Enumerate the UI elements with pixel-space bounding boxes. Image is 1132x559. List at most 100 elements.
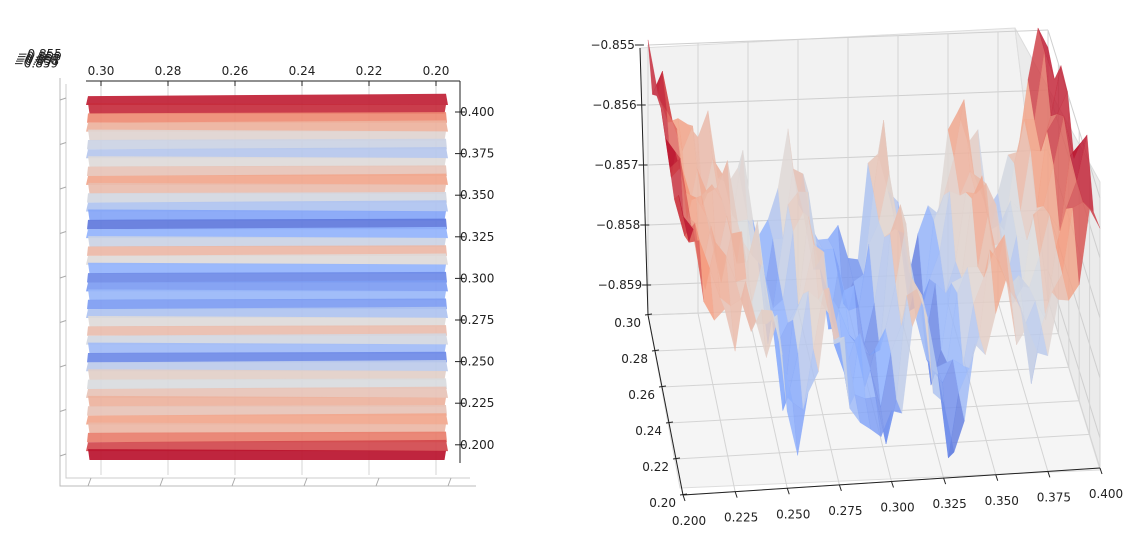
y-tick-mark — [672, 457, 681, 460]
z-tick-label: −0.859 — [14, 57, 58, 71]
surface-row-strip — [87, 325, 447, 336]
y-tick-label: 0.275 — [460, 313, 494, 327]
depth-tick-mark — [59, 275, 67, 279]
surface-row-strip — [88, 342, 446, 354]
surface-row-strip — [88, 236, 446, 248]
depth-tick-mark — [59, 142, 67, 145]
surface-row-strip — [88, 395, 446, 407]
depth-tick-mark — [303, 477, 308, 487]
x-tick-label: 0.325 — [932, 497, 966, 511]
surface-row-strip — [88, 182, 446, 194]
top-view-surface — [86, 93, 448, 461]
y-tick-label: 0.375 — [460, 147, 494, 161]
surface-row-strip — [87, 191, 447, 203]
surface-row-strip — [86, 147, 448, 159]
surface-row-strip — [86, 253, 448, 265]
top-view-pane-edge — [59, 78, 476, 487]
depth-tick-mark — [231, 477, 236, 487]
z-tick-label: −0.857 — [16, 52, 60, 66]
x-tick-mark — [1099, 467, 1103, 475]
top-view-depth-tick-marks — [59, 97, 452, 487]
surface-row-strip — [87, 138, 447, 150]
depth-tick-mark — [59, 320, 67, 323]
depth-tick-mark — [59, 186, 67, 190]
surface-row-strip — [86, 173, 448, 185]
surface-row-strip — [86, 226, 448, 239]
depth-tick-mark — [59, 409, 67, 412]
x-tick-label: 0.350 — [985, 494, 1019, 508]
y-tick-mark — [665, 421, 674, 424]
y-tick-label: 0.225 — [460, 396, 494, 410]
z-tick-label: −0.856 — [17, 49, 61, 63]
y-tick-label: 0.28 — [621, 352, 648, 366]
z-tick-label: −0.858 — [15, 54, 59, 68]
x-tick-label: 0.275 — [828, 504, 862, 518]
perspective-y-axis-line — [647, 314, 684, 496]
x-tick-label: 0.20 — [423, 64, 450, 78]
x-tick-mark — [838, 484, 842, 492]
x-tick-label: 0.26 — [222, 64, 249, 78]
y-tick-label: 0.400 — [460, 105, 494, 119]
surface-row-strip — [86, 439, 448, 452]
depth-tick-mark — [59, 364, 67, 368]
grid-line — [675, 433, 1090, 460]
surface-row-strip — [88, 209, 446, 221]
depth-tick-mark — [447, 477, 452, 487]
surface-row-strip — [88, 289, 446, 301]
surface-row-strip — [86, 120, 448, 132]
perspective-panel: −0.855−0.856−0.857−0.858−0.859 0.300.280… — [590, 27, 1123, 528]
x-tick-label: 0.28 — [155, 64, 182, 78]
surface-row-strip — [86, 93, 448, 106]
surface-row-strip — [87, 218, 447, 230]
y-tick-label: 0.24 — [635, 424, 662, 438]
surface-row-strip — [87, 351, 447, 363]
perspective-z-axis-line — [639, 47, 649, 316]
x-tick-label: 0.200 — [672, 514, 706, 528]
surface-row-strip — [88, 449, 446, 461]
depth-tick-mark — [87, 477, 92, 487]
top-view-y-ticks: 0.400 0.375 0.350 0.325 0.300 0.275 0.250 0.225… — [455, 105, 494, 452]
y-tick-mark — [651, 349, 660, 352]
z-tick-label: −0.858 — [596, 218, 640, 232]
surface-facet — [1082, 201, 1101, 229]
x-tick-mark — [734, 491, 738, 498]
x-tick-label: 0.250 — [776, 507, 810, 521]
grid-line — [997, 301, 1049, 472]
y-tick-label: 0.300 — [460, 271, 494, 285]
surface-row-strip — [87, 165, 447, 177]
x-tick-label: 0.24 — [289, 64, 316, 78]
y-tick-label: 0.30 — [614, 316, 641, 330]
x-tick-mark — [943, 477, 947, 485]
top-view-x-ticks: 0.30 0.28 0.26 0.24 0.22 0.20 — [88, 64, 450, 86]
x-tick-label: 0.400 — [1089, 487, 1123, 501]
grid-line — [1047, 29, 1101, 199]
surface-row-strip — [86, 280, 448, 292]
top-view-z-ticks: −0.855−0.856−0.857−0.858−0.859 — [14, 47, 62, 71]
depth-tick-mark — [59, 97, 67, 101]
perspective-z-ticks: −0.855 −0.856 −0.857 −0.858 −0.859 — [590, 38, 652, 292]
depth-tick-mark — [59, 231, 67, 234]
perspective-surface — [647, 27, 1101, 459]
y-tick-label: 0.22 — [642, 460, 669, 474]
x-tick-mark — [786, 488, 790, 495]
surface-row-strip — [87, 378, 447, 390]
surface-row-strip — [87, 112, 447, 123]
surface-row-strip — [88, 369, 446, 381]
surface-row-strip — [88, 315, 446, 327]
surface-row-strip — [86, 200, 448, 212]
z-tick-label: −0.859 — [598, 278, 642, 292]
x-tick-label: 0.30 — [88, 64, 115, 78]
depth-tick-mark — [375, 477, 380, 487]
grid-line — [1047, 299, 1101, 469]
y-tick-mark — [644, 313, 653, 316]
depth-tick-mark — [59, 453, 67, 457]
top-view-pane-edge-inner — [65, 84, 470, 479]
surface-row-strip — [86, 333, 448, 345]
surface-row-strip — [87, 431, 447, 443]
y-tick-label: 0.26 — [628, 388, 655, 402]
x-tick-mark — [995, 474, 999, 481]
z-tick-label: −0.857 — [594, 158, 638, 172]
grid-line — [697, 313, 736, 492]
depth-tick-mark — [159, 477, 164, 487]
